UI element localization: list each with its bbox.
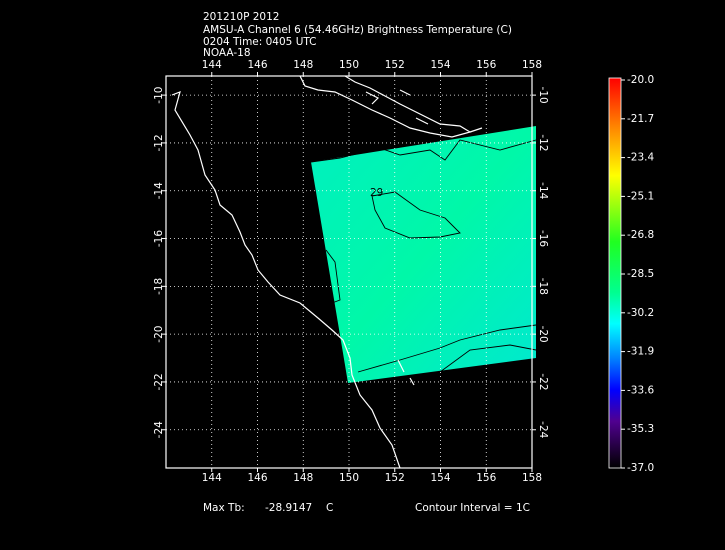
colorbar-label: -25.1 [627, 190, 654, 202]
colorbar-label: -28.5 [627, 268, 654, 280]
colorbar-label: -31.9 [627, 346, 654, 358]
coastline [171, 91, 401, 469]
x-tick-label: 150 [339, 59, 359, 71]
y-tick-label: -18 [537, 278, 549, 295]
colorbar [608, 77, 622, 469]
contour [439, 344, 537, 373]
y-tick-label: -14 [537, 182, 549, 199]
y-tick-label: -12 [153, 134, 165, 151]
x-tick-label: 154 [430, 472, 450, 484]
y-tick-label: -24 [153, 421, 165, 438]
y-tick-label: -22 [537, 373, 549, 390]
footer-value: -28.9147 [265, 502, 312, 514]
x-tick-label: 146 [247, 472, 267, 484]
x-tick-label: 146 [247, 59, 267, 71]
contour [371, 191, 461, 239]
y-tick-label: -22 [153, 373, 165, 390]
contour [310, 139, 537, 163]
colorbar-label: -30.2 [627, 307, 654, 319]
x-tick-label: 148 [293, 59, 313, 71]
y-tick-label: -16 [153, 230, 165, 247]
x-tick-label: 156 [476, 472, 496, 484]
colorbar-label: -35.3 [627, 423, 654, 435]
footer-label: Max Tb: [203, 502, 245, 514]
colorbar-label: -20.0 [627, 74, 654, 86]
y-tick-label: -20 [153, 326, 165, 343]
x-tick-label: 158 [522, 59, 542, 71]
header: 201210P 2012 AMSU-A Channel 6 (54.46GHz)… [203, 11, 512, 59]
header-line: 0204 Time: 0405 UTC [203, 36, 317, 48]
y-tick-label: -12 [537, 134, 549, 151]
y-tick-label: -16 [537, 230, 549, 247]
x-tick-label: 144 [202, 472, 222, 484]
x-tick-label: 144 [202, 59, 222, 71]
x-tick-label: 148 [293, 472, 313, 484]
colorbar-label: -21.7 [627, 113, 654, 125]
swath [311, 126, 536, 383]
contour [325, 249, 341, 304]
x-tick-label: 154 [430, 59, 450, 71]
x-tick-label: 152 [385, 472, 405, 484]
y-tick-label: -10 [537, 87, 549, 104]
header-line: AMSU-A Channel 6 (54.46GHz) Brightness T… [203, 24, 512, 36]
colorbar-label: -33.6 [627, 384, 654, 396]
colorbar-label: -26.8 [627, 229, 654, 241]
contour [357, 324, 537, 373]
y-tick-label: -10 [153, 87, 165, 104]
header-line: NOAA-18 [203, 47, 251, 59]
header-line: 201210P 2012 [203, 11, 279, 23]
x-tick-label: 152 [385, 59, 405, 71]
y-tick-label: -20 [537, 326, 549, 343]
contour-label: 29 [370, 187, 383, 199]
colorbar-label: -23.4 [627, 152, 654, 164]
x-tick-label: 158 [522, 472, 542, 484]
footer-interval: Contour Interval = 1C [415, 502, 530, 514]
colorbar-label: -37.0 [627, 462, 654, 474]
island [365, 89, 483, 386]
y-tick-label: -24 [537, 421, 549, 438]
x-tick-label: 156 [476, 59, 496, 71]
footer-unit: C [326, 502, 333, 514]
coastline [299, 75, 472, 138]
x-tick-label: 150 [339, 472, 359, 484]
y-tick-label: -18 [153, 278, 165, 295]
y-tick-label: -14 [153, 182, 165, 199]
